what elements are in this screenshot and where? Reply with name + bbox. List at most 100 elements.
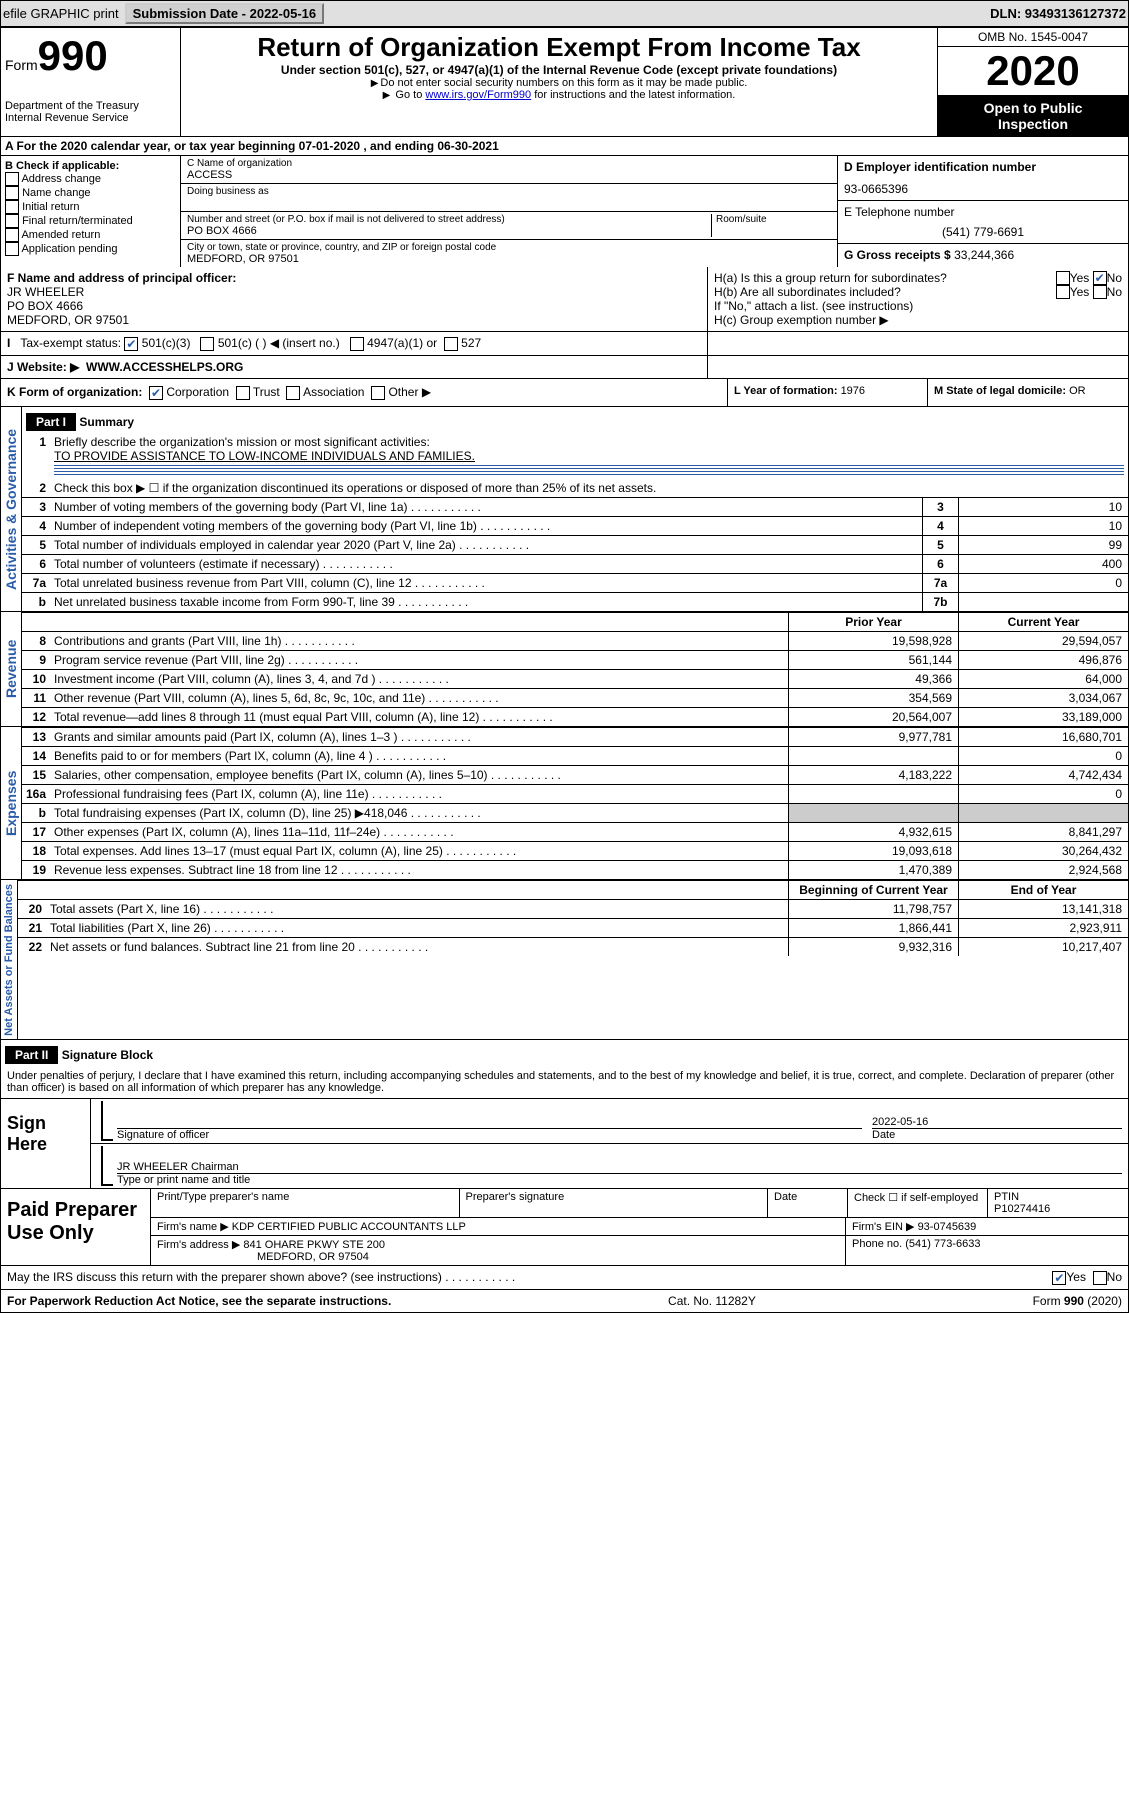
state-domicile: M State of legal domicile: OR [928, 379, 1128, 406]
chk-501c[interactable] [200, 337, 214, 351]
bracket-icon-2 [101, 1146, 113, 1186]
mission-text: TO PROVIDE ASSISTANCE TO LOW-INCOME INDI… [54, 449, 475, 463]
chk-name-change[interactable]: Name change [5, 186, 176, 200]
line-7a: 7a Total unrelated business revenue from… [22, 573, 1128, 592]
sig-date: 2022-05-16 [872, 1116, 928, 1128]
line2: Check this box ▶ ☐ if the organization d… [50, 479, 1128, 497]
sign-here-label: Sign Here [1, 1099, 91, 1188]
city-cell: City or town, state or province, country… [181, 240, 838, 267]
chk-initial-return[interactable]: Initial return [5, 200, 176, 214]
chk-4947[interactable] [350, 337, 364, 351]
form-title: Return of Organization Exempt From Incom… [185, 32, 933, 63]
line-14: 14 Benefits paid to or for members (Part… [22, 746, 1128, 765]
chk-application-pending[interactable]: Application pending [5, 242, 176, 256]
open-public: Open to Public Inspection [938, 96, 1128, 136]
omb-number: OMB No. 1545-0047 [938, 28, 1128, 47]
form-of-org: K Form of organization: Corporation Trus… [1, 379, 728, 406]
section-klm: K Form of organization: Corporation Trus… [1, 378, 1128, 406]
line-5: 5 Total number of individuals employed i… [22, 535, 1128, 554]
part1-hdr: Part I [26, 413, 76, 431]
line-15: 15 Salaries, other compensation, employe… [22, 765, 1128, 784]
submission-date-button[interactable]: Submission Date - 2022-05-16 [125, 3, 325, 24]
part2-section: Part II Signature Block Under penalties … [1, 1039, 1128, 1289]
header-left: Form990 Department of the Treasury Inter… [1, 28, 181, 136]
officer-name: JR WHEELER Chairman [117, 1161, 1122, 1174]
revenue-section: Revenue Prior Year Current Year 8 Contri… [1, 611, 1128, 726]
website-row: J Website: ▶ WWW.ACCESSHELPS.ORG [1, 355, 708, 378]
hdr-prior: Prior Year [788, 613, 958, 631]
ha-yes[interactable] [1056, 271, 1070, 285]
chk-trust[interactable] [236, 386, 250, 400]
year-formation: L Year of formation: 1976 [728, 379, 928, 406]
part2-hdr: Part II [5, 1046, 58, 1064]
col-c-org-info: C Name of organization ACCESS Doing busi… [181, 156, 838, 267]
gross-cell: G Gross receipts $ 33,244,366 [838, 244, 1128, 266]
line-b: b Total fundraising expenses (Part IX, c… [22, 803, 1128, 822]
bracket-icon [101, 1101, 113, 1141]
side-netassets: Net Assets or Fund Balances [1, 880, 18, 1040]
line-17: 17 Other expenses (Part IX, column (A), … [22, 822, 1128, 841]
note-goto: Go to www.irs.gov/Form990 for instructio… [185, 89, 933, 101]
section-bcd: B Check if applicable: Address change Na… [1, 155, 1128, 267]
netassets-section: Net Assets or Fund Balances Beginning of… [1, 879, 1128, 1040]
line-18: 18 Total expenses. Add lines 13–17 (must… [22, 841, 1128, 860]
hdr-begin: Beginning of Current Year [788, 881, 958, 899]
principal-officer: F Name and address of principal officer:… [1, 267, 708, 331]
header-mid: Return of Organization Exempt From Incom… [181, 28, 938, 136]
chk-association[interactable] [286, 386, 300, 400]
line-8: 8 Contributions and grants (Part VIII, l… [22, 631, 1128, 650]
ha-no[interactable] [1093, 271, 1107, 285]
ein-value: 93-0665396 [844, 182, 1122, 196]
tax-exempt-status: I Tax-exempt status: 501(c)(3) 501(c) ( … [1, 331, 708, 355]
line-9: 9 Program service revenue (Part VIII, li… [22, 650, 1128, 669]
row-a-tax-year: A For the 2020 calendar year, or tax yea… [1, 136, 1128, 155]
chk-other[interactable] [371, 386, 385, 400]
org-address: PO BOX 4666 [187, 225, 711, 237]
efile-label: efile GRAPHIC print [3, 6, 119, 21]
hb-yes[interactable] [1056, 285, 1070, 299]
line-4: 4 Number of independent voting members o… [22, 516, 1128, 535]
tax-year: 2020 [938, 47, 1128, 96]
form-footer: Form 990 (2020) [1033, 1294, 1122, 1308]
phone-value: (541) 779-6691 [844, 225, 1122, 239]
chk-corporation[interactable] [149, 386, 163, 400]
firm-name: KDP CERTIFIED PUBLIC ACCOUNTANTS LLP [232, 1221, 466, 1233]
section-ij: I Tax-exempt status: 501(c)(3) 501(c) ( … [1, 331, 1128, 355]
line-10: 10 Investment income (Part VIII, column … [22, 669, 1128, 688]
col-b-checkboxes: B Check if applicable: Address change Na… [1, 156, 181, 267]
org-name: ACCESS [187, 169, 831, 181]
chk-amended-return[interactable]: Amended return [5, 228, 176, 242]
line-12: 12 Total revenue—add lines 8 through 11 … [22, 707, 1128, 726]
header: Form990 Department of the Treasury Inter… [1, 28, 1128, 136]
hdr-current: Current Year [958, 613, 1128, 631]
chk-address-change[interactable]: Address change [5, 172, 176, 186]
line-13: 13 Grants and similar amounts paid (Part… [22, 727, 1128, 746]
discuss-no[interactable] [1093, 1271, 1107, 1285]
hdr-end: End of Year [958, 881, 1128, 899]
org-city: MEDFORD, OR 97501 [187, 253, 831, 265]
penalty-text: Under penalties of perjury, I declare th… [1, 1066, 1128, 1098]
irs-link[interactable]: www.irs.gov/Form990 [425, 89, 531, 101]
chk-527[interactable] [444, 337, 458, 351]
form-subtitle: Under section 501(c), 527, or 4947(a)(1)… [185, 63, 933, 77]
side-revenue: Revenue [1, 612, 22, 726]
gross-value: 33,244,366 [954, 248, 1014, 262]
paid-preparer-label: Paid Preparer Use Only [1, 1189, 151, 1265]
discuss-yes[interactable] [1052, 1271, 1066, 1285]
line-19: 19 Revenue less expenses. Subtract line … [22, 860, 1128, 879]
form-number: Form990 [5, 32, 176, 80]
chk-final-return[interactable]: Final return/terminated [5, 214, 176, 228]
group-return: H(a) Is this a group return for subordin… [708, 267, 1128, 331]
note-ssn: Do not enter social security numbers on … [185, 77, 933, 89]
hb-no[interactable] [1093, 285, 1107, 299]
irs-label: Internal Revenue Service [5, 112, 176, 124]
chk-501c3[interactable] [124, 337, 138, 351]
side-expenses: Expenses [1, 727, 22, 879]
firm-ein: 93-0745639 [918, 1221, 977, 1233]
line1: Briefly describe the organization's miss… [50, 433, 1128, 479]
line-21: 21 Total liabilities (Part X, line 26) 1… [18, 918, 1128, 937]
col-d-ein: D Employer identification number 93-0665… [838, 156, 1128, 267]
part1-row: Activities & Governance Part I Summary 1… [1, 406, 1128, 611]
form-page: Form990 Department of the Treasury Inter… [0, 27, 1129, 1313]
section-fgh: F Name and address of principal officer:… [1, 267, 1128, 331]
